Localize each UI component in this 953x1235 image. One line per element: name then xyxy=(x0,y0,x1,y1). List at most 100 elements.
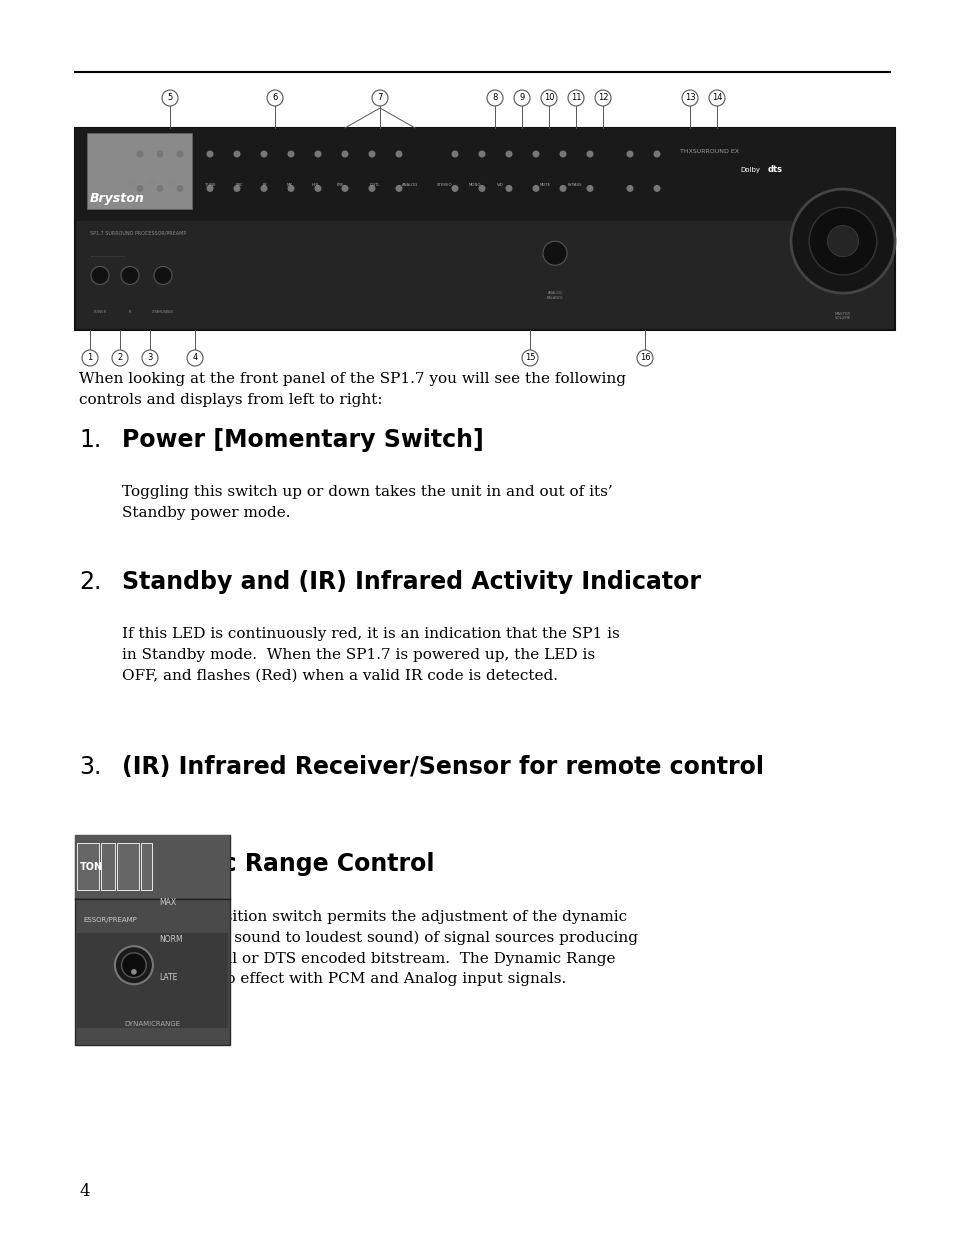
Circle shape xyxy=(654,151,659,157)
Circle shape xyxy=(506,185,511,191)
Circle shape xyxy=(129,179,135,185)
Text: POWER: POWER xyxy=(93,310,107,314)
Text: Dynamic Range Control: Dynamic Range Control xyxy=(122,852,434,876)
Text: LATE: LATE xyxy=(159,973,177,982)
Circle shape xyxy=(559,185,565,191)
Circle shape xyxy=(112,350,128,366)
Bar xyxy=(77,844,99,890)
Text: MAX: MAX xyxy=(159,898,176,906)
Circle shape xyxy=(157,185,163,191)
Text: MX: MX xyxy=(287,183,293,186)
Circle shape xyxy=(790,189,894,293)
Circle shape xyxy=(131,969,136,974)
Bar xyxy=(75,835,230,898)
Text: PRE: PRE xyxy=(335,183,343,186)
Circle shape xyxy=(626,151,632,157)
Text: 4: 4 xyxy=(79,1183,90,1200)
Circle shape xyxy=(114,946,152,984)
Circle shape xyxy=(207,185,213,191)
Bar xyxy=(117,844,139,890)
Text: TUNE: TUNE xyxy=(205,183,215,186)
Text: TON: TON xyxy=(80,862,103,872)
Text: 1: 1 xyxy=(88,353,92,363)
Circle shape xyxy=(177,151,183,157)
Circle shape xyxy=(452,185,457,191)
Text: NORM: NORM xyxy=(159,935,182,945)
Circle shape xyxy=(654,185,659,191)
Text: SP1.7 SURROUND PROCESSOR/PREAMP: SP1.7 SURROUND PROCESSOR/PREAMP xyxy=(90,231,186,236)
Text: 4: 4 xyxy=(193,353,197,363)
Bar xyxy=(87,132,192,209)
Circle shape xyxy=(478,151,484,157)
Circle shape xyxy=(372,90,388,106)
Text: ANALOG: ANALOG xyxy=(401,183,417,186)
Text: 9: 9 xyxy=(518,94,524,103)
Text: 14: 14 xyxy=(711,94,721,103)
Text: dts: dts xyxy=(767,165,781,174)
Text: VID: VID xyxy=(497,183,503,186)
Circle shape xyxy=(288,151,294,157)
Circle shape xyxy=(187,350,203,366)
Bar xyxy=(101,844,115,890)
Text: THXSURROUND EX: THXSURROUND EX xyxy=(679,148,739,153)
Text: This three position switch permits the adjustment of the dynamic
range (softest : This three position switch permits the a… xyxy=(122,910,638,987)
Bar xyxy=(141,844,152,890)
Text: 3: 3 xyxy=(147,353,152,363)
Circle shape xyxy=(395,185,401,191)
Circle shape xyxy=(162,90,178,106)
Text: DYNAMICRANGE: DYNAMICRANGE xyxy=(124,1021,180,1028)
Circle shape xyxy=(369,185,375,191)
Circle shape xyxy=(626,185,632,191)
Circle shape xyxy=(587,151,592,157)
Text: Toggling this switch up or down takes the unit in and out of its’
Standby power : Toggling this switch up or down takes th… xyxy=(122,485,612,520)
Circle shape xyxy=(452,151,457,157)
Text: BYPASS: BYPASS xyxy=(567,183,581,186)
Text: (IR) Infrared Receiver/Sensor for remote control: (IR) Infrared Receiver/Sensor for remote… xyxy=(122,755,763,779)
Text: 2: 2 xyxy=(117,353,123,363)
Text: Standby and (IR) Infrared Activity Indicator: Standby and (IR) Infrared Activity Indic… xyxy=(122,571,700,594)
Text: Bryston: Bryston xyxy=(90,193,145,205)
Text: ____________________: ____________________ xyxy=(90,253,125,257)
Text: Dolby: Dolby xyxy=(740,167,760,173)
Circle shape xyxy=(637,350,652,366)
Circle shape xyxy=(261,151,267,157)
Text: MONO: MONO xyxy=(468,183,480,186)
Circle shape xyxy=(542,241,566,266)
Bar xyxy=(75,835,230,1045)
Circle shape xyxy=(559,151,565,157)
Circle shape xyxy=(207,151,213,157)
Text: Power [Momentary Switch]: Power [Momentary Switch] xyxy=(122,429,483,452)
Circle shape xyxy=(153,267,172,284)
Circle shape xyxy=(533,151,538,157)
Text: 1.: 1. xyxy=(79,429,101,452)
Circle shape xyxy=(533,185,538,191)
Text: MUTE: MUTE xyxy=(538,183,550,186)
Text: HFE: HFE xyxy=(311,183,318,186)
Text: ESSOR/PREAMP: ESSOR/PREAMP xyxy=(83,918,136,923)
Circle shape xyxy=(82,350,98,366)
Circle shape xyxy=(233,151,239,157)
Circle shape xyxy=(169,179,174,185)
Text: STEREO: STEREO xyxy=(436,183,453,186)
Text: When looking at the front panel of the SP1.7 you will see the following
controls: When looking at the front panel of the S… xyxy=(79,372,625,406)
Circle shape xyxy=(137,185,143,191)
Text: If this LED is continuously red, it is an indication that the SP1 is
in Standby : If this LED is continuously red, it is a… xyxy=(122,627,619,682)
Circle shape xyxy=(142,350,158,366)
Circle shape xyxy=(506,151,511,157)
Circle shape xyxy=(267,90,283,106)
Text: 16: 16 xyxy=(639,353,650,363)
Circle shape xyxy=(587,185,592,191)
Text: 3.: 3. xyxy=(79,755,101,779)
Text: 10: 10 xyxy=(543,94,554,103)
Text: 7: 7 xyxy=(377,94,382,103)
Text: 4.: 4. xyxy=(79,852,101,876)
Bar xyxy=(77,932,228,1029)
Text: 5: 5 xyxy=(167,94,172,103)
Text: 12: 12 xyxy=(598,94,608,103)
Bar xyxy=(75,128,894,330)
Circle shape xyxy=(121,953,146,978)
Circle shape xyxy=(121,267,139,284)
Text: 15: 15 xyxy=(524,353,535,363)
Circle shape xyxy=(314,185,320,191)
Circle shape xyxy=(177,185,183,191)
